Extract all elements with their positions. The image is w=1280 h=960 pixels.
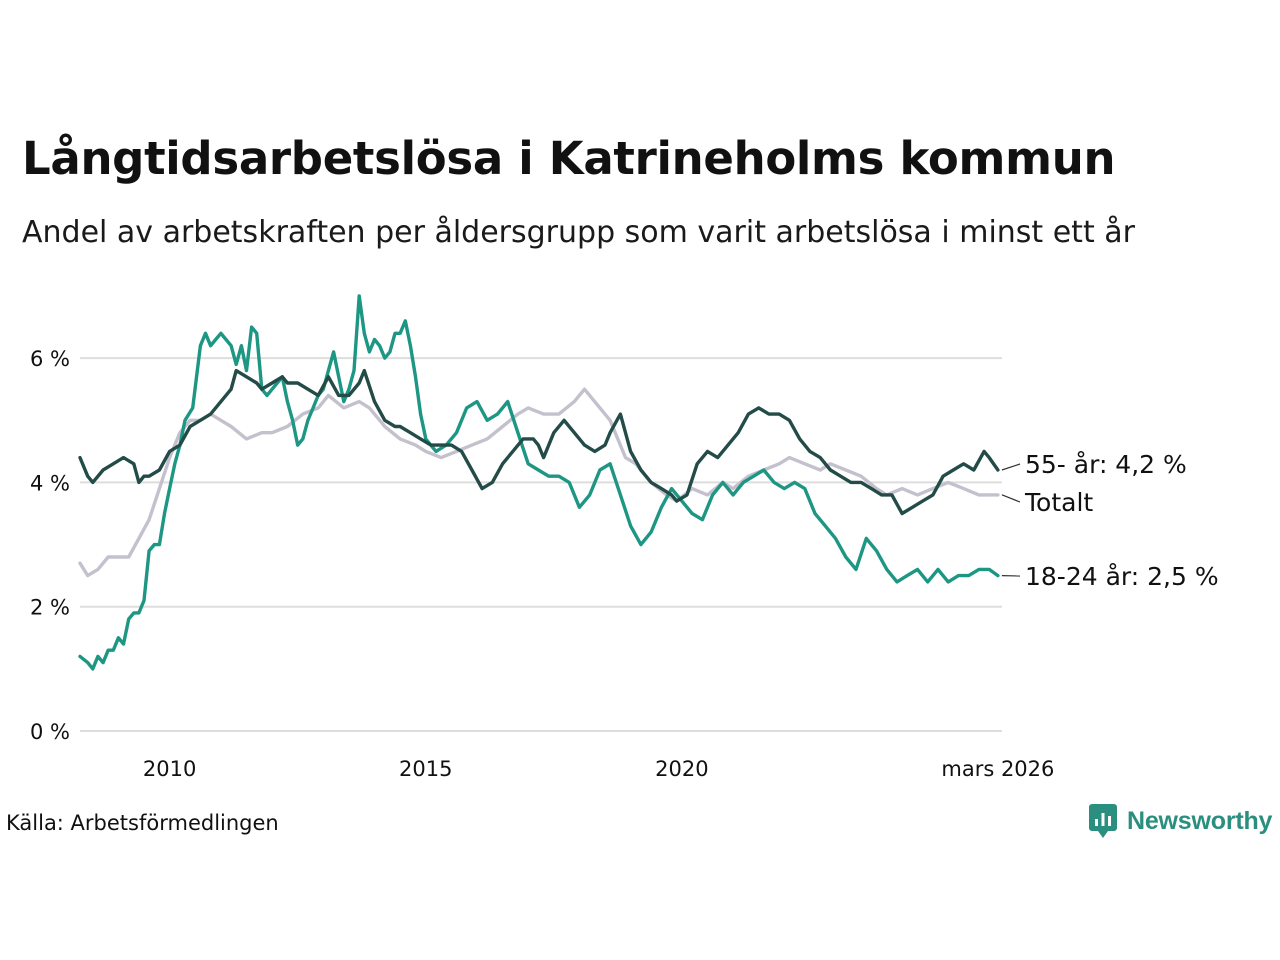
newsworthy-logo-icon xyxy=(1089,804,1117,838)
newsworthy-logo: Newsworthy xyxy=(1089,804,1272,838)
x-tick-label: 2010 xyxy=(143,757,196,781)
series-lines xyxy=(78,294,1000,671)
series-labels: 55- år: 4,2 % Totalt 18-24 år: 2,5 % xyxy=(1001,450,1219,591)
y-tick-label: 6 % xyxy=(30,347,70,371)
x-tick-label: mars 2026 xyxy=(941,757,1054,781)
chart-title: Långtidsarbetslösa i Katrineholms kommun xyxy=(22,132,1116,185)
y-tick-label: 2 % xyxy=(30,596,70,620)
series-label: Totalt xyxy=(1024,488,1093,517)
chart-subtitle: Andel av arbetskraften per åldersgrupp s… xyxy=(22,215,1135,250)
series-line-55-r xyxy=(78,368,1000,516)
series-label: 55- år: 4,2 % xyxy=(1025,450,1187,479)
series-label: 18-24 år: 2,5 % xyxy=(1025,562,1219,591)
y-tick-label: 0 % xyxy=(30,720,70,744)
x-tick-label: 2015 xyxy=(399,757,452,781)
line-chart: 0 % 2 % 4 % 6 % 2010 2015 2020 mars 2026 55- å… xyxy=(30,294,1219,781)
x-axis-ticks: 2010 2015 2020 mars 2026 xyxy=(143,757,1055,781)
series-line-18-24-r xyxy=(78,294,1000,671)
x-tick-label: 2020 xyxy=(655,757,708,781)
newsworthy-logo-text: Newsworthy xyxy=(1127,806,1273,835)
y-axis-ticks: 0 % 2 % 4 % 6 % xyxy=(30,347,70,744)
label-leader-line xyxy=(1001,463,1021,471)
label-leader-line xyxy=(1001,494,1021,503)
series-line-totalt xyxy=(78,387,1000,578)
y-tick-label: 4 % xyxy=(30,471,70,495)
source-note: Källa: Arbetsförmedlingen xyxy=(6,811,279,835)
